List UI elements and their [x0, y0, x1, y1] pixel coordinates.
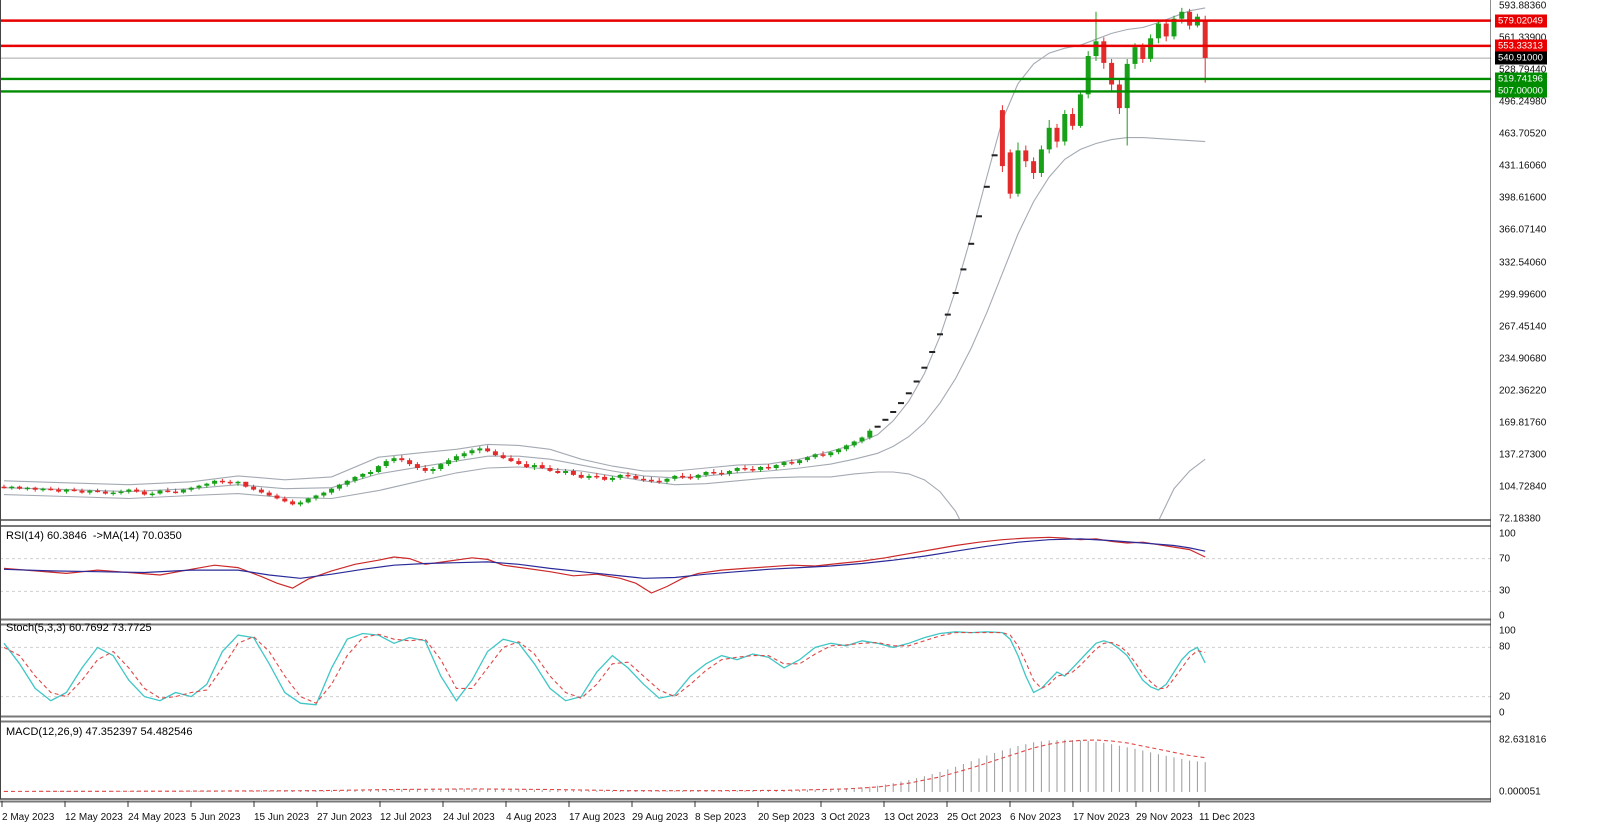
price-tick-label: 137.27300: [1499, 449, 1547, 461]
rsi-tick-label: 30: [1499, 585, 1511, 597]
price-tick-label: 169.81760: [1499, 417, 1547, 429]
price-tick-label: 104.72840: [1499, 481, 1547, 493]
date-label: 2 May 2023: [2, 812, 55, 823]
stoch-tick-label: 0: [1499, 707, 1505, 719]
price-tick-label: 234.90680: [1499, 353, 1547, 365]
date-label: 12 Jul 2023: [380, 812, 432, 823]
rsi-indicator-label: RSI(14) 60.3846 ->MA(14) 70.0350: [6, 530, 182, 542]
date-label: 17 Nov 2023: [1073, 812, 1130, 823]
price-tick-label: 593.88360: [1499, 0, 1547, 12]
price-tick-label: 202.36220: [1499, 385, 1547, 397]
date-label: 29 Nov 2023: [1136, 812, 1193, 823]
rsi-panel-area[interactable]: [0, 527, 1491, 619]
price-tick-label: 299.99600: [1499, 289, 1547, 301]
stoch-indicator-label: Stoch(5,3,3) 60.7692 73.7725: [6, 622, 152, 634]
support-price-badge: 507.00000: [1495, 84, 1547, 98]
price-tick-label: 463.70520: [1499, 128, 1547, 140]
price-tick-label: 267.45140: [1499, 321, 1547, 333]
resistance-price-badge: 553.33313: [1495, 39, 1547, 53]
date-label: 24 May 2023: [128, 812, 186, 823]
date-label: 5 Jun 2023: [191, 812, 241, 823]
macd-indicator-label: MACD(12,26,9) 47.352397 54.482546: [6, 726, 193, 738]
rsi-tick-label: 100: [1499, 528, 1516, 540]
price-axis[interactable]: 593.88360 561.33900 528.79440 496.24980 463.…: [1491, 0, 1600, 834]
price-tick-label: 496.24980: [1499, 96, 1547, 108]
current-price-badge: 540.91000: [1495, 51, 1547, 65]
price-tick-label: 72.18380: [1499, 513, 1541, 525]
stoch-tick-label: 20: [1499, 691, 1511, 703]
date-label: 29 Aug 2023: [632, 812, 689, 823]
macd-panel-area[interactable]: [0, 722, 1491, 799]
date-label: 8 Sep 2023: [695, 812, 747, 823]
macd-tick-label: 0.000051: [1499, 786, 1541, 798]
rsi-tick-label: 0: [1499, 610, 1505, 622]
price-tick-label: 561.33900: [1499, 32, 1547, 44]
date-label: 20 Sep 2023: [758, 812, 815, 823]
resistance-price-badge: 579.02049: [1495, 14, 1547, 28]
main-chart-panel[interactable]: [0, 0, 1491, 519]
date-label: 11 Dec 2023: [1199, 812, 1255, 823]
date-label: 3 Oct 2023: [821, 812, 870, 823]
support-price-badge: 519.74196: [1495, 72, 1547, 86]
rsi-tick-label: 70: [1499, 553, 1511, 565]
date-label: 15 Jun 2023: [254, 812, 310, 823]
date-label: 24 Jul 2023: [443, 812, 495, 823]
stoch-tick-label: 100: [1499, 625, 1516, 637]
price-tick-label: 366.07140: [1499, 224, 1547, 236]
date-label: 25 Oct 2023: [947, 812, 1002, 823]
price-tick-label: 528.79440: [1499, 64, 1547, 76]
price-tick-label: 431.16060: [1499, 160, 1547, 172]
macd-tick-label: 82.631816: [1499, 734, 1547, 746]
stoch-panel-area[interactable]: [0, 624, 1491, 716]
date-label: 17 Aug 2023: [569, 812, 626, 823]
date-label: 6 Nov 2023: [1010, 812, 1062, 823]
stoch-tick-label: 80: [1499, 641, 1511, 653]
date-label: 12 May 2023: [65, 812, 123, 823]
date-label: 27 Jun 2023: [317, 812, 373, 823]
date-label: 4 Aug 2023: [506, 812, 557, 823]
price-tick-label: 398.61600: [1499, 192, 1547, 204]
date-label: 13 Oct 2023: [884, 812, 939, 823]
price-tick-label: 332.54060: [1499, 257, 1547, 269]
